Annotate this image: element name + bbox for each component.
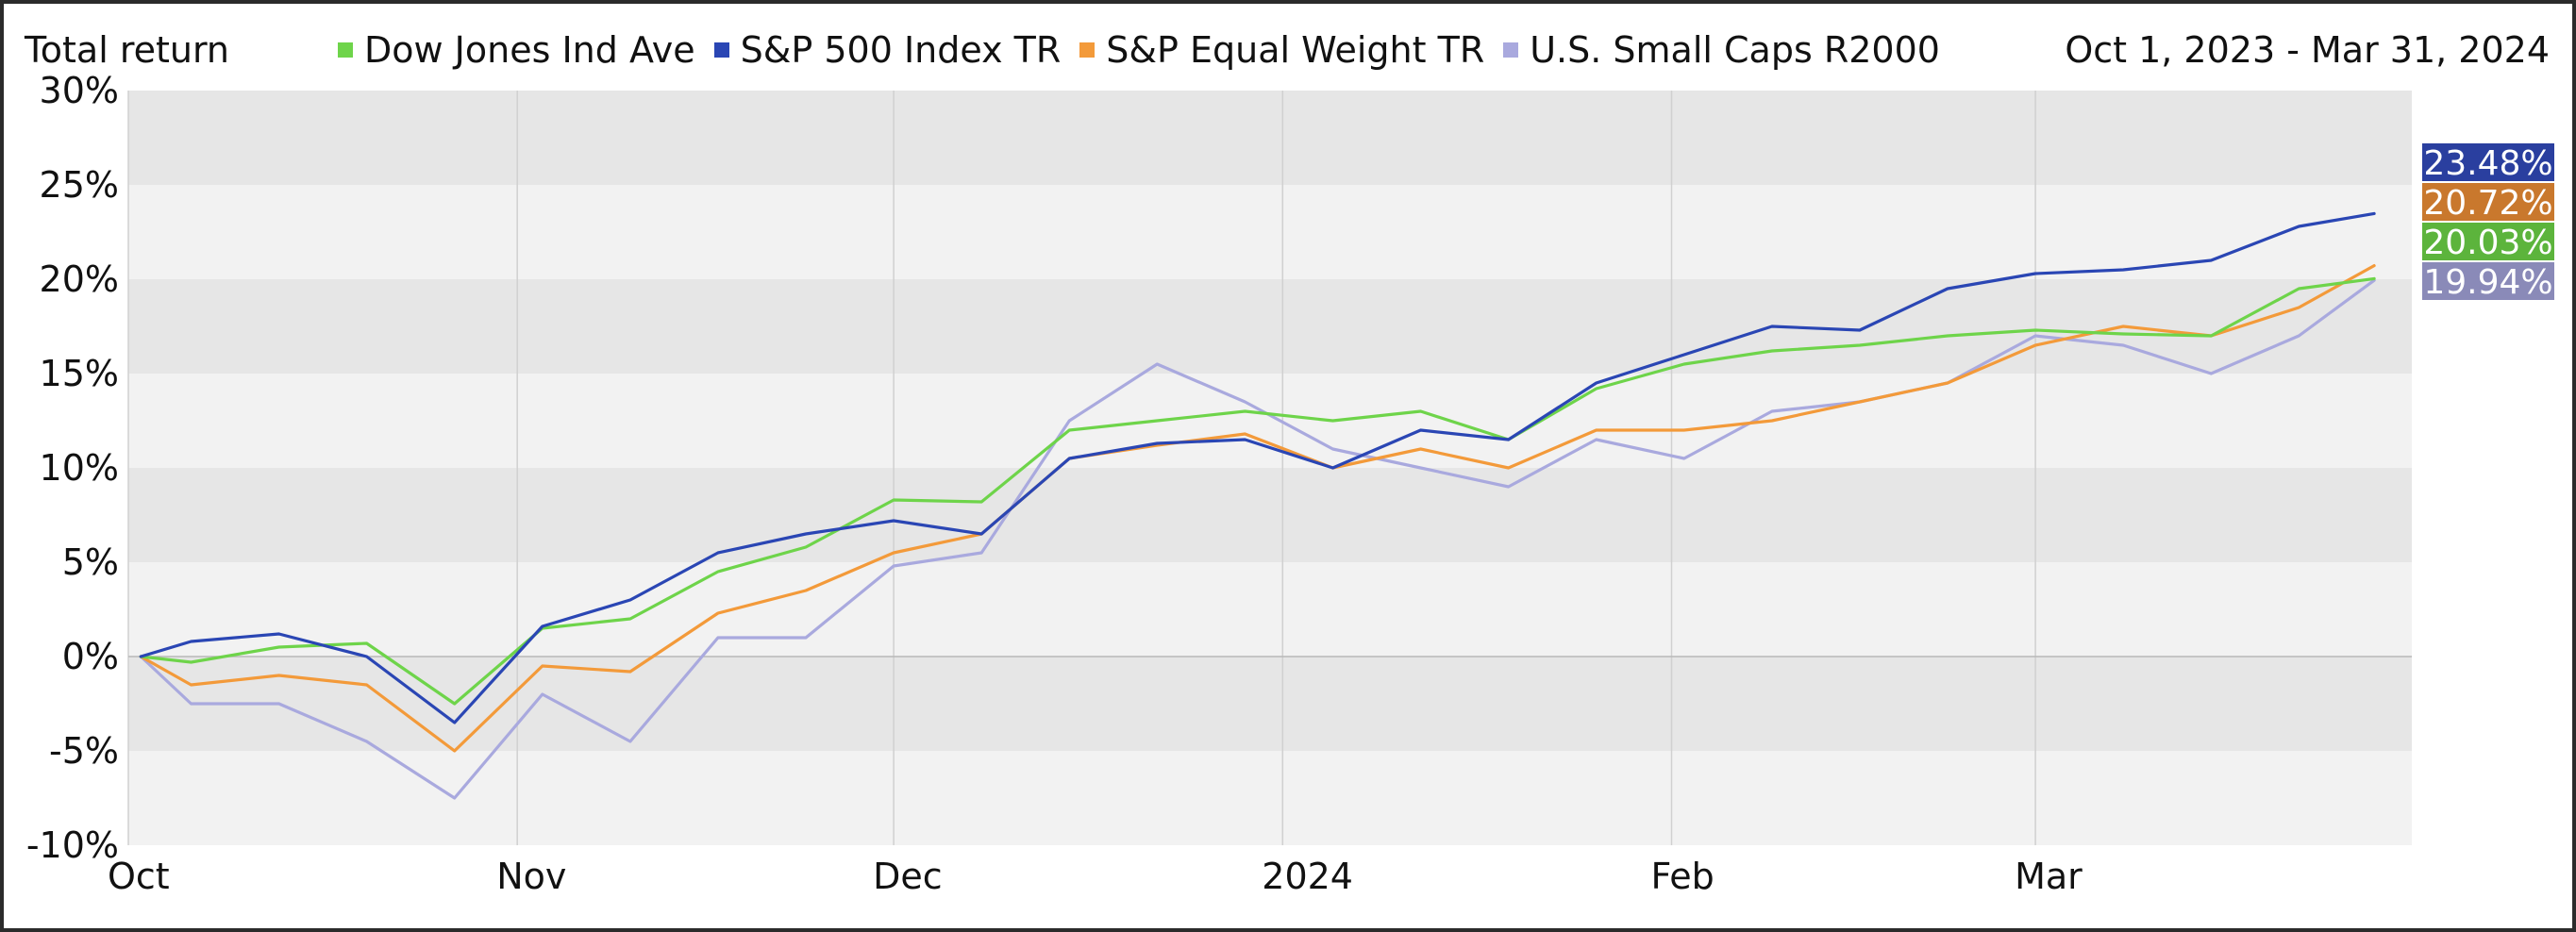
- y-tick-label: 30%: [40, 70, 119, 111]
- date-range: Oct 1, 2023 - Mar 31, 2024: [2065, 29, 2550, 71]
- background-band: [128, 374, 2412, 468]
- svg-text:19.94%: 19.94%: [2423, 263, 2552, 302]
- y-tick-label: 15%: [40, 353, 119, 394]
- line-chart: -10% -5% 0% 5% 10% 15% 20% 25% 30% Oct Nov Dec 2024…: [26, 70, 2554, 897]
- x-axis-labels: Oct Nov Dec 2024 Feb Mar: [108, 856, 2083, 897]
- legend[interactable]: Dow Jones Ind Ave S&P 500 Index TR S&P Equ…: [338, 32, 1940, 68]
- legend-label: Dow Jones Ind Ave: [364, 29, 695, 71]
- series-line: [139, 276, 2376, 706]
- svg-text:20.03%: 20.03%: [2423, 224, 2552, 262]
- background-bands: [128, 91, 2412, 845]
- y-tick-label: 5%: [62, 541, 119, 583]
- y-tick-label: -5%: [49, 730, 119, 772]
- x-tick-label: Oct: [108, 856, 170, 897]
- legend-label: S&P 500 Index TR: [740, 29, 1062, 71]
- y-tick-label: 25%: [40, 164, 119, 206]
- end-value-label: 20.03%: [2422, 223, 2554, 262]
- legend-label: U.S. Small Caps R2000: [1530, 29, 1940, 71]
- x-tick-label: Mar: [2015, 856, 2083, 897]
- legend-item[interactable]: S&P Equal Weight TR: [1079, 32, 1484, 68]
- svg-text:20.72%: 20.72%: [2423, 184, 2552, 223]
- legend-label: S&P Equal Weight TR: [1106, 29, 1485, 71]
- end-value-label: 20.72%: [2422, 183, 2554, 223]
- y-tick-label: -10%: [26, 824, 119, 866]
- legend-swatch: [1503, 42, 1519, 58]
- x-tick-label: Feb: [1650, 856, 1714, 897]
- x-gridlines: [127, 91, 2036, 845]
- legend-item[interactable]: Dow Jones Ind Ave: [338, 32, 695, 68]
- background-band: [128, 91, 2412, 185]
- y-tick-label: 10%: [40, 447, 119, 489]
- legend-swatch: [1079, 42, 1096, 58]
- end-value-labels: 23.48%20.72%20.03%19.94%: [2422, 143, 2554, 302]
- chart-title: Total return: [25, 29, 230, 71]
- x-tick-label: Dec: [873, 856, 943, 897]
- background-band: [128, 279, 2412, 374]
- end-value-label: 23.48%: [2422, 143, 2554, 183]
- background-band: [128, 468, 2412, 562]
- end-value-label: 19.94%: [2422, 262, 2554, 302]
- x-tick-label: 2024: [1262, 856, 1353, 897]
- y-tick-label: 0%: [62, 636, 119, 677]
- series-line: [139, 211, 2376, 724]
- series-line: [139, 278, 2376, 800]
- svg-text:23.48%: 23.48%: [2423, 144, 2552, 183]
- legend-item[interactable]: U.S. Small Caps R2000: [1503, 32, 1940, 68]
- legend-swatch: [713, 42, 729, 58]
- y-tick-label: 20%: [40, 258, 119, 300]
- background-band: [128, 185, 2412, 279]
- y-axis-labels: -10% -5% 0% 5% 10% 15% 20% 25% 30%: [26, 70, 119, 866]
- x-tick-label: Nov: [496, 856, 566, 897]
- series-lines: [139, 211, 2376, 800]
- chart-frame: -10% -5% 0% 5% 10% 15% 20% 25% 30% Oct Nov Dec 2024…: [4, 4, 2572, 928]
- series-line: [139, 264, 2376, 753]
- legend-item[interactable]: S&P 500 Index TR: [713, 29, 1062, 71]
- background-band: [128, 751, 2412, 845]
- legend-swatch: [338, 42, 353, 58]
- background-band: [128, 562, 2412, 657]
